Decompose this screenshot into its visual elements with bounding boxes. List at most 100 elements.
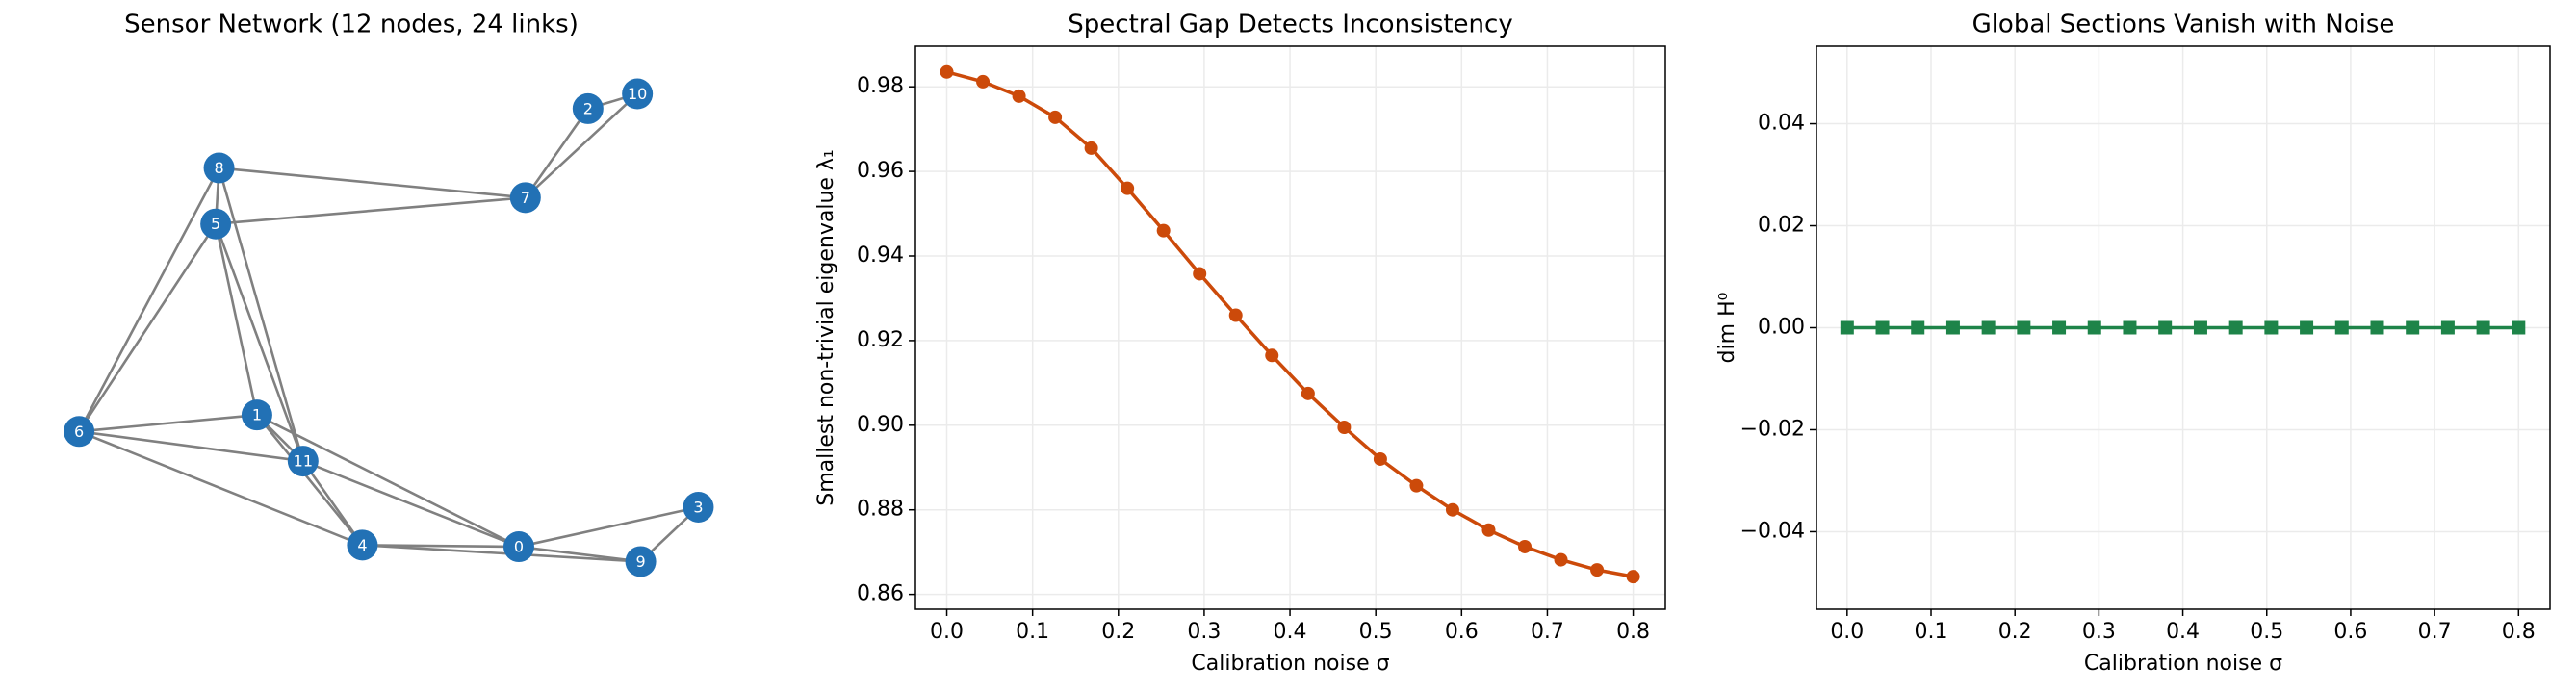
edge — [214, 223, 259, 416]
data-point — [2334, 320, 2349, 335]
y-tick-label: 0.90 — [857, 413, 904, 437]
edge — [362, 544, 519, 549]
data-point — [1626, 570, 1640, 584]
data-point — [1981, 320, 1996, 335]
data-point — [1121, 181, 1135, 195]
node — [287, 446, 319, 477]
data-point — [2370, 320, 2384, 335]
data-point — [1084, 141, 1098, 155]
plot-frame — [914, 45, 1666, 610]
data-point — [976, 74, 991, 89]
node-label: 1 — [252, 406, 262, 424]
x-tick-label: 0.5 — [1359, 620, 1393, 644]
y-tick-label: 0.04 — [1758, 112, 1805, 136]
edge — [219, 167, 526, 199]
y-tick-label: 0.92 — [857, 328, 904, 352]
y-tick-label: −0.02 — [1740, 417, 1805, 441]
node — [625, 546, 657, 577]
node-label: 3 — [693, 498, 703, 516]
data-point — [1445, 502, 1459, 517]
data-point — [1481, 523, 1496, 537]
x-tick-label: 0.4 — [2166, 620, 2200, 644]
node-label: 11 — [294, 452, 313, 471]
node — [509, 182, 541, 214]
data-point — [1048, 110, 1063, 124]
node-label: 10 — [628, 85, 647, 103]
y-tick-label: 0.94 — [857, 243, 904, 268]
edge — [216, 196, 526, 225]
data-point — [1012, 89, 1026, 103]
x-tick-label: 0.8 — [2502, 620, 2536, 644]
x-tick-label: 0.5 — [2250, 620, 2283, 644]
x-tick-label: 0.2 — [1101, 620, 1135, 644]
x-tick-label: 0.6 — [1445, 620, 1479, 644]
node-label: 4 — [357, 536, 367, 554]
edge — [78, 429, 303, 463]
data-point — [940, 64, 954, 79]
node — [200, 208, 232, 240]
data-point — [1840, 320, 1854, 335]
x-tick-label: 0.8 — [1616, 620, 1650, 644]
data-point — [1265, 348, 1279, 363]
data-point — [1911, 320, 1925, 335]
edge — [78, 222, 218, 432]
edge — [78, 430, 363, 547]
edge — [77, 167, 220, 432]
data-point — [1590, 563, 1605, 577]
edge — [524, 108, 589, 199]
node-label: 5 — [211, 215, 220, 233]
x-tick-label: 0.0 — [930, 620, 964, 644]
x-tick-label: 0.1 — [1915, 620, 1948, 644]
x-tick-label: 0.6 — [2333, 620, 2367, 644]
edge — [218, 167, 305, 462]
node-label: 0 — [514, 538, 524, 556]
chart-title: Sensor Network (12 nodes, 24 links) — [124, 11, 579, 39]
data-point — [2476, 320, 2490, 335]
node — [64, 416, 95, 448]
y-tick-label: 0.88 — [857, 498, 904, 522]
data-point — [2512, 320, 2526, 335]
chart-title: Spectral Gap Detects Inconsistency — [1068, 11, 1512, 39]
node-label: 7 — [521, 189, 530, 207]
x-tick-label: 0.0 — [1830, 620, 1864, 644]
data-point — [2017, 320, 2031, 335]
data-point — [2300, 320, 2314, 335]
node-label: 6 — [74, 423, 84, 441]
edge — [255, 414, 364, 547]
x-tick-label: 0.2 — [1998, 620, 2032, 644]
x-axis-label: Calibration noise σ — [2084, 652, 2282, 676]
data-point — [1337, 421, 1352, 435]
node-label: 9 — [635, 552, 645, 571]
data-point — [2264, 320, 2279, 335]
data-point — [1156, 223, 1171, 238]
data-point — [1518, 539, 1533, 553]
x-axis-label: Calibration noise σ — [1191, 652, 1389, 676]
edge — [524, 92, 639, 199]
node-label: 2 — [583, 99, 593, 117]
data-point — [2193, 320, 2207, 335]
data-point — [2228, 320, 2243, 335]
edge — [302, 459, 520, 549]
node — [502, 531, 534, 563]
edge — [79, 413, 258, 433]
y-tick-label: 0.86 — [857, 582, 904, 606]
x-tick-label: 0.4 — [1274, 620, 1307, 644]
y-tick-label: 0.02 — [1758, 214, 1805, 238]
node — [622, 78, 654, 110]
data-point — [1875, 320, 1890, 335]
data-point — [1373, 451, 1387, 466]
node — [683, 491, 714, 523]
x-tick-label: 0.7 — [2418, 620, 2452, 644]
plot-frame — [1816, 45, 2551, 610]
y-tick-label: 0.00 — [1758, 316, 1805, 340]
x-tick-label: 0.3 — [2082, 620, 2116, 644]
data-point — [1554, 552, 1568, 567]
data-point — [1301, 386, 1315, 400]
x-tick-label: 0.7 — [1531, 620, 1564, 644]
node — [203, 152, 235, 184]
data-point — [1193, 267, 1207, 281]
y-axis-label: dim H⁰ — [1715, 292, 1739, 363]
node — [347, 529, 378, 561]
edge — [301, 460, 364, 547]
